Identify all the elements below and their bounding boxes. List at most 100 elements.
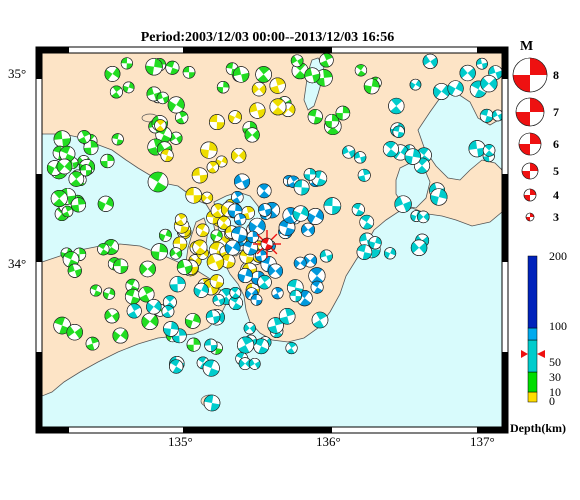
focal-mechanism xyxy=(209,114,225,131)
focal-mechanism xyxy=(205,309,221,325)
focal-mechanism xyxy=(363,78,380,95)
map-area xyxy=(42,53,502,427)
focal-mechanism xyxy=(184,313,201,329)
magnitude-legend: M 8 7 6 5 4 3 xyxy=(512,39,559,224)
focal-mechanism xyxy=(291,62,309,80)
focal-mechanism xyxy=(53,316,71,335)
focal-mechanism xyxy=(248,357,261,370)
focal-mechanism xyxy=(301,222,316,237)
focal-mechanism xyxy=(70,197,87,213)
focal-mechanism xyxy=(234,213,247,226)
focal-mechanism xyxy=(120,57,133,70)
focal-mechanism xyxy=(243,322,256,335)
frame-blocks xyxy=(36,47,508,433)
lat-tick-35: 35° xyxy=(8,66,27,81)
focal-mechanism xyxy=(122,81,135,94)
focal-mechanism xyxy=(175,110,189,125)
focal-mechanism xyxy=(113,258,129,274)
magnitude-legend-label: 7 xyxy=(553,105,559,119)
focal-mechanism xyxy=(50,189,68,207)
focal-mechanism xyxy=(185,186,203,204)
focal-mechanism xyxy=(231,191,244,204)
focal-mechanism xyxy=(97,195,114,212)
magnitude-legend-ball xyxy=(518,132,542,156)
focal-mechanism xyxy=(351,203,365,217)
focal-mechanism xyxy=(104,308,120,324)
focal-mechanism xyxy=(209,274,225,289)
focal-mechanism xyxy=(255,66,272,83)
focal-mechanism xyxy=(169,247,183,260)
focal-mechanism xyxy=(111,133,124,146)
focal-mechanism xyxy=(231,226,248,243)
focal-mechanism xyxy=(267,263,284,279)
focal-mechanism xyxy=(246,230,259,243)
magnitude-legend-label: 3 xyxy=(553,210,559,224)
focal-mechanism xyxy=(163,321,179,337)
focal-mechanism xyxy=(229,286,242,299)
focal-mechanism xyxy=(324,113,340,129)
focal-mechanism xyxy=(482,144,496,157)
depth-tick-label: 10 xyxy=(549,385,561,399)
focal-mechanism xyxy=(195,223,210,238)
focal-mechanism xyxy=(112,327,129,344)
focal-mechanism xyxy=(89,284,102,297)
focal-mechanism xyxy=(491,109,502,122)
focal-mechanism xyxy=(161,305,175,318)
focal-mechanism xyxy=(158,228,172,242)
focal-mechanism xyxy=(160,148,174,162)
focal-mechanism xyxy=(356,244,373,260)
focal-mechanism xyxy=(210,229,223,242)
focal-mechanism xyxy=(83,140,99,156)
focal-mechanism xyxy=(237,336,255,354)
magnitude-legend-label: 5 xyxy=(553,164,559,178)
focal-mechanism xyxy=(335,105,351,121)
focal-mechanism xyxy=(304,67,321,84)
focal-mechanism xyxy=(269,98,287,116)
focal-mechanism xyxy=(182,66,196,79)
focal-mechanism xyxy=(154,119,167,132)
focal-mechanism xyxy=(278,308,296,325)
focal-mechanism xyxy=(354,64,368,77)
focal-mechanism xyxy=(200,141,218,159)
focal-mechanism xyxy=(68,171,85,187)
highlighted-event xyxy=(253,230,281,258)
depth-legend-title: Depth(km) xyxy=(510,421,566,435)
focal-mechanism xyxy=(290,54,304,68)
focal-mechanism xyxy=(394,195,412,213)
focal-mechanism xyxy=(169,276,186,293)
focal-mechanism xyxy=(204,338,218,352)
focal-mechanism xyxy=(231,147,247,164)
focal-mechanism xyxy=(145,58,163,76)
depth-tick-label: 30 xyxy=(549,370,561,384)
focal-mechanism xyxy=(61,205,74,218)
focal-mechanism xyxy=(56,158,73,175)
focal-mechanism xyxy=(232,66,250,83)
focal-mechanism xyxy=(216,80,230,94)
map-frame xyxy=(35,46,509,434)
focal-mechanism xyxy=(410,239,428,256)
focal-mechanism xyxy=(104,65,121,82)
focal-mechanism xyxy=(323,197,342,215)
focal-mechanism xyxy=(468,140,486,158)
focal-mechanism xyxy=(342,145,356,159)
focal-mechanism xyxy=(228,110,242,124)
focal-mechanism xyxy=(289,289,302,303)
focal-mechanism xyxy=(359,214,375,230)
focal-mechanism xyxy=(174,213,188,226)
depth-bar-lightblue xyxy=(527,327,538,341)
focal-mechanism xyxy=(311,311,329,329)
focal-mechanism xyxy=(480,75,498,93)
focal-mechanism xyxy=(224,239,241,256)
focal-mechanism xyxy=(109,85,123,99)
magnitude-legend-ball xyxy=(515,97,545,127)
focal-mechanism xyxy=(212,294,225,307)
lon-tick-135: 135° xyxy=(168,434,193,449)
depth-tick-label: 0 xyxy=(549,394,555,408)
focal-mechanism xyxy=(126,303,142,319)
focal-mechanism xyxy=(156,91,169,105)
focal-mechanism xyxy=(404,148,421,165)
depth-marker-left xyxy=(521,350,528,358)
focal-mechanism xyxy=(303,253,318,268)
